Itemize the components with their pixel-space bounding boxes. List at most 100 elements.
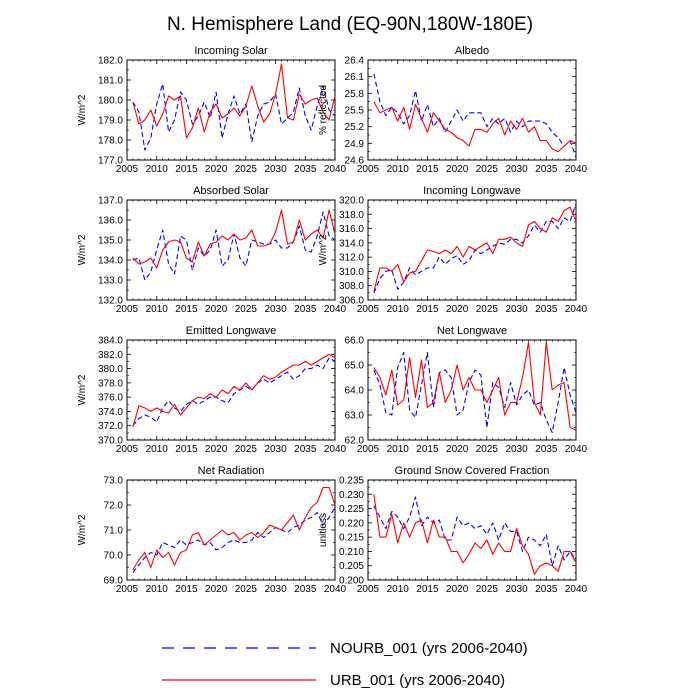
y-tick-label: 66.0 (345, 336, 365, 347)
x-tick-label: 2005 (116, 444, 139, 455)
y-tick-label: 182.0 (98, 56, 123, 67)
x-tick-label: 2010 (146, 164, 169, 175)
series-line-urb-001 (373, 206, 577, 292)
y-tick-label: 64.0 (345, 386, 365, 397)
y-axis-label: W/m^2 (77, 234, 88, 265)
series-line-nourb-001 (373, 351, 577, 434)
y-tick-label: 376.0 (98, 393, 123, 404)
y-axis-label: W/m^2 (77, 514, 88, 545)
plot-frame (367, 479, 577, 581)
series-line-urb-001 (132, 63, 336, 139)
series-line-urb-001 (373, 101, 577, 153)
plot-frame (126, 479, 336, 581)
y-tick-label: 374.0 (98, 407, 123, 418)
plot-frame (126, 59, 336, 161)
y-axis-label: W/m^2 (77, 374, 88, 405)
x-tick-label: 2005 (116, 304, 139, 315)
plot-frame (367, 59, 577, 161)
x-tick-label: 2005 (357, 584, 380, 595)
y-tick-label: 314.0 (339, 238, 364, 249)
x-tick-label: 2025 (476, 304, 499, 315)
y-tick-label: 320.0 (339, 196, 364, 207)
x-tick-label: 2040 (324, 164, 347, 175)
y-tick-label: 26.1 (345, 72, 365, 83)
y-tick-label: 177.0 (98, 156, 123, 167)
x-tick-label: 2010 (387, 304, 410, 315)
y-tick-label: 72.0 (104, 501, 124, 512)
y-tick-label: 179.0 (98, 116, 123, 127)
x-tick-label: 2020 (205, 584, 228, 595)
chart-panel-incoming-longwave: Incoming Longwave 2005 2010 2015 2020 2025 203… (318, 185, 588, 315)
series-line-nourb-001 (373, 73, 577, 158)
y-tick-label: 132.0 (98, 296, 123, 307)
chart-panel-net-radiation: Net Radiation 2005 2010 2015 2020 2025 2030 203… (77, 465, 347, 595)
x-tick-label: 2040 (565, 584, 588, 595)
x-tick-label: 2035 (535, 164, 558, 175)
x-tick-label: 2015 (175, 584, 198, 595)
plot-frame (126, 199, 336, 301)
series-line-nourb-001 (132, 507, 336, 573)
y-tick-label: 318.0 (339, 210, 364, 221)
y-tick-label: 384.0 (98, 336, 123, 347)
y-tick-label: 316.0 (339, 224, 364, 235)
x-tick-label: 2025 (235, 304, 258, 315)
x-tick-label: 2025 (235, 584, 258, 595)
y-tick-label: 0.230 (339, 490, 364, 501)
y-tick-label: 70.0 (104, 551, 124, 562)
panel-title: Albedo (455, 45, 489, 57)
y-tick-label: 0.220 (339, 518, 364, 529)
y-tick-label: 25.8 (345, 89, 365, 100)
x-tick-label: 2025 (235, 164, 258, 175)
x-tick-label: 2025 (476, 444, 499, 455)
x-tick-label: 2035 (294, 164, 317, 175)
x-tick-label: 2025 (476, 164, 499, 175)
x-tick-label: 2030 (505, 584, 528, 595)
x-tick-label: 2010 (387, 584, 410, 595)
x-tick-label: 2030 (505, 444, 528, 455)
x-tick-label: 2030 (264, 304, 287, 315)
series-line-urb-001 (373, 341, 577, 431)
series-line-urb-001 (373, 494, 577, 575)
x-tick-label: 2040 (324, 444, 347, 455)
y-tick-label: 26.4 (345, 56, 365, 67)
x-tick-label: 2035 (535, 304, 558, 315)
panel-title: Net Radiation (198, 465, 265, 477)
y-tick-label: 178.0 (98, 136, 123, 147)
x-tick-label: 2035 (535, 584, 558, 595)
legend: NOURB_001 (yrs 2006-2040) URB_001 (yrs 2… (162, 640, 528, 689)
x-tick-label: 2030 (264, 444, 287, 455)
chart-grid: Incoming Solar 2005 2010 2015 2020 2025 2030 20… (77, 45, 588, 595)
x-tick-label: 2015 (416, 304, 439, 315)
y-tick-label: 180.0 (98, 96, 123, 107)
y-tick-label: 306.0 (339, 296, 364, 307)
y-tick-label: 24.9 (345, 139, 365, 150)
plot-frame (367, 199, 577, 301)
x-tick-label: 2005 (116, 584, 139, 595)
x-tick-label: 2035 (294, 304, 317, 315)
x-tick-label: 2015 (416, 444, 439, 455)
legend-item-urb: URB_001 (yrs 2006-2040) (162, 672, 505, 689)
x-tick-label: 2005 (357, 304, 380, 315)
x-tick-label: 2040 (324, 304, 347, 315)
panel-title: Emitted Longwave (186, 325, 277, 337)
y-tick-label: 25.5 (345, 106, 365, 117)
y-tick-label: 24.6 (345, 156, 365, 167)
x-tick-label: 2010 (146, 444, 169, 455)
y-axis-label: W/m^2 (77, 94, 88, 125)
x-tick-label: 2030 (264, 164, 287, 175)
y-tick-label: 0.215 (339, 533, 364, 544)
series-line-nourb-001 (132, 83, 336, 151)
x-tick-label: 2035 (535, 444, 558, 455)
x-tick-label: 2030 (264, 584, 287, 595)
series-line-urb-001 (132, 353, 336, 428)
y-tick-label: 134.0 (98, 256, 123, 267)
series-line-urb-001 (132, 209, 336, 269)
x-tick-label: 2005 (357, 444, 380, 455)
y-tick-label: 382.0 (98, 350, 123, 361)
series-line-nourb-001 (132, 357, 336, 427)
y-tick-label: 65.0 (345, 361, 365, 372)
y-tick-label: 62.0 (345, 436, 365, 447)
y-tick-label: 380.0 (98, 364, 123, 375)
y-tick-label: 25.2 (345, 122, 365, 133)
